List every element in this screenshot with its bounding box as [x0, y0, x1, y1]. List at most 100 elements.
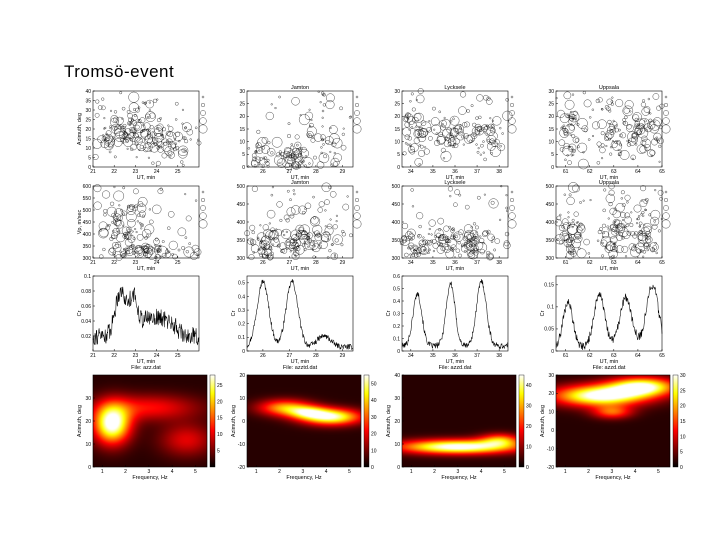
- scatter-point: [567, 124, 570, 127]
- scatter-point: [154, 256, 158, 259]
- scatter-point: [111, 232, 118, 239]
- scatter-point: [115, 116, 124, 125]
- plot-frame: [555, 185, 663, 259]
- scatter-point: [492, 116, 502, 126]
- scatter-point: [128, 127, 135, 134]
- scatter-point: [157, 146, 164, 153]
- scatter-point: [575, 226, 583, 234]
- scatter-point: [155, 160, 161, 166]
- scatter-point: [250, 244, 260, 253]
- scatter-point: [436, 245, 445, 254]
- scatter-point: [177, 248, 181, 252]
- scatter-point: [570, 248, 577, 255]
- scatter-point: [130, 128, 133, 131]
- scatter-point: [177, 227, 187, 237]
- scatter-point: [457, 241, 461, 245]
- scatter-point: [410, 126, 414, 129]
- size-legend-marker: [664, 190, 668, 194]
- x-axis-label: UT, min: [137, 359, 156, 365]
- plot-frame: [555, 275, 663, 352]
- scatter-point: [184, 139, 189, 144]
- x-tick-label: 62: [587, 169, 593, 175]
- scatter-point: [119, 91, 123, 95]
- plot-frame: [401, 275, 509, 352]
- scatter-point: [407, 246, 410, 250]
- scatter-point: [651, 247, 655, 251]
- x-tick-label: 5: [348, 469, 351, 475]
- colorbar-tick-label: 30: [371, 415, 377, 421]
- y-tick-label: 30: [548, 373, 554, 379]
- scatter-point: [619, 133, 623, 138]
- scatter-point: [139, 245, 142, 248]
- size-legend-marker: [353, 117, 361, 125]
- colorbar-tick-label: 10: [217, 432, 223, 438]
- scatter-point: [472, 133, 477, 137]
- scatter-point: [174, 142, 178, 145]
- scatter-point: [658, 125, 663, 130]
- scatter-point: [559, 240, 564, 245]
- scatter-point: [115, 232, 126, 243]
- y-tick-label: 300: [83, 256, 92, 262]
- scatter-point: [304, 230, 307, 233]
- scatter-point: [112, 136, 115, 139]
- scatter-point: [657, 229, 661, 233]
- scatter-point: [268, 229, 279, 241]
- scatter-point: [591, 108, 594, 111]
- size-legend-marker: [508, 117, 516, 125]
- x-tick-label: 5: [657, 469, 660, 475]
- scatter-point: [634, 242, 646, 254]
- y-tick-label: 0: [242, 419, 245, 425]
- scatter-point: [452, 126, 456, 130]
- scatter-point: [133, 114, 137, 118]
- scatter-point: [291, 205, 301, 215]
- scatter-point: [459, 124, 462, 127]
- scatter-point: [473, 248, 479, 254]
- scatter-point: [297, 164, 302, 169]
- scatter-point: [181, 122, 184, 125]
- scatter-point: [335, 214, 338, 217]
- scatter-point: [430, 239, 434, 243]
- scatter-point: [607, 228, 610, 231]
- scatter-point: [486, 231, 489, 234]
- scatter-point: [622, 219, 625, 221]
- scatter-point: [266, 158, 270, 162]
- scatter-point: [138, 222, 142, 225]
- scatter-point: [126, 205, 136, 215]
- scatter-point: [132, 121, 142, 131]
- x-axis-label: UT, min: [291, 359, 310, 365]
- scatter-point: [455, 248, 460, 253]
- scatter-point: [566, 251, 575, 260]
- scatter-point: [266, 253, 270, 256]
- y-tick-label: 450: [83, 220, 92, 226]
- scatter-point: [140, 227, 143, 230]
- scatter-point: [290, 143, 293, 146]
- scatter-point: [582, 151, 585, 154]
- scatter-point: [428, 227, 431, 231]
- scatter-point: [575, 236, 578, 239]
- scatter-point: [486, 98, 493, 105]
- plot-frame: [246, 275, 354, 352]
- file-caption: File: azzd.dat: [593, 365, 626, 371]
- scatter-point: [453, 202, 458, 207]
- scatter-point: [417, 234, 422, 239]
- scatter-point: [572, 184, 580, 193]
- scatter-point: [427, 251, 430, 254]
- scatter-point: [626, 124, 634, 132]
- scatter-point: [568, 182, 579, 193]
- scatter-point: [143, 251, 148, 256]
- scatter-point: [634, 143, 638, 146]
- scatter-point: [607, 119, 612, 125]
- size-legend-marker: [201, 95, 205, 99]
- scatter-point: [410, 92, 414, 96]
- scatter-point: [620, 132, 626, 139]
- scatter-point: [554, 219, 562, 227]
- scatter-point: [113, 254, 117, 257]
- scatter-point: [274, 107, 277, 110]
- scatter-point: [632, 233, 638, 239]
- scatter-point: [110, 115, 119, 123]
- scatter-point: [270, 193, 274, 197]
- y-tick-label: 30: [548, 89, 554, 95]
- scatter-point: [621, 245, 629, 253]
- x-tick-label: 61: [563, 353, 569, 359]
